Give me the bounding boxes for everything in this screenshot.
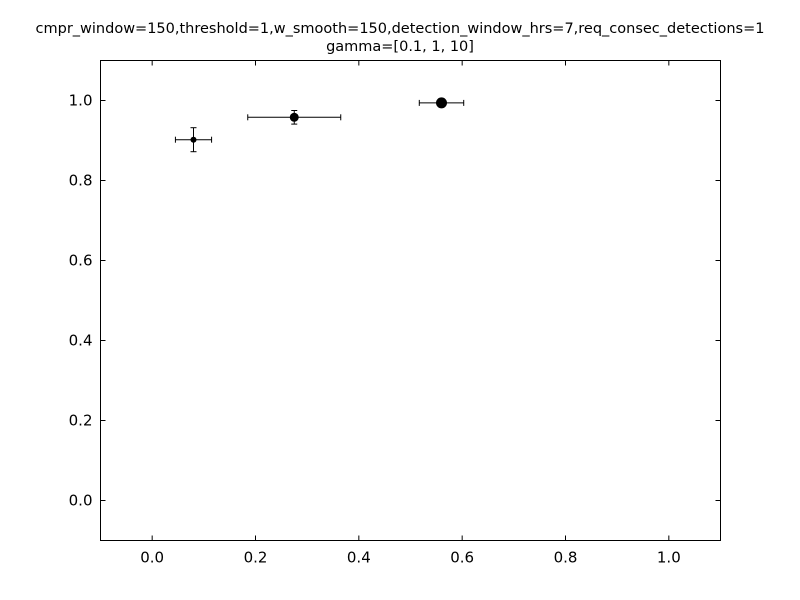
y-tick-label: 1.0 (69, 92, 93, 110)
data-point-1 (174, 127, 213, 153)
x-tick-label: 0.2 (244, 549, 268, 567)
y-tick-label: 0.2 (69, 412, 93, 430)
data-point-2 (247, 110, 342, 125)
x-tick-label: 1.0 (657, 549, 681, 567)
data-point-marker (190, 136, 197, 143)
points-layer (174, 97, 465, 153)
y-tick-label: 0.4 (69, 332, 93, 350)
chart-title-line-2: gamma=[0.1, 1, 10] (326, 39, 474, 55)
y-tick-label: 0.8 (69, 172, 93, 190)
x-tick-label: 0.0 (140, 549, 164, 567)
chart-title-line-1: cmpr_window=150,threshold=1,w_smooth=150… (35, 21, 765, 37)
y-tick-label: 0.0 (69, 492, 93, 510)
x-tick-label: 0.8 (554, 549, 578, 567)
x-tick-label: 0.6 (450, 549, 474, 567)
data-point-3 (418, 97, 465, 109)
data-point-marker (289, 112, 299, 122)
ticks-layer: 0.0 0.2 0.4 0.6 0.8 1.0 0.0 0.2 0.4 0.6 0.8 1.0 (69, 60, 721, 567)
y-tick-label: 0.6 (69, 252, 93, 270)
x-tick-label: 0.4 (347, 549, 371, 567)
data-point-marker (436, 97, 447, 109)
plot-frame (100, 60, 721, 541)
